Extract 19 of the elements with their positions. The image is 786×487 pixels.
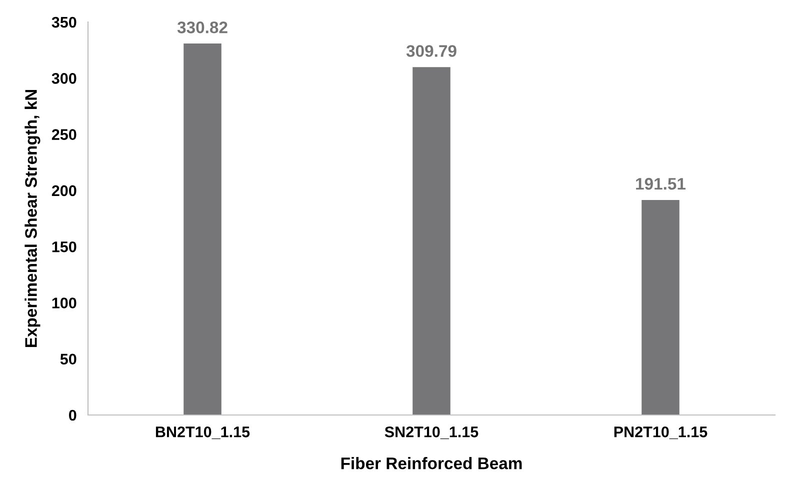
data-label: 191.51 [636,178,686,190]
x-tick-label: PN2T10_1.15 [614,426,708,440]
y-axis-title: Experimental Shear Strength, kN [24,90,40,348]
y-tick-label: 150 [52,241,76,252]
y-tick-label: 100 [52,298,76,308]
bar [412,67,450,415]
y-tick-label: 350 [52,16,76,28]
y-tick-label: 50 [60,354,76,365]
y-tick-label: 200 [52,185,76,196]
x-axis-title: Fiber Reinforced Beam [341,457,522,470]
x-tick-label: SN2T10_1.15 [384,426,478,440]
y-tick-label: 0 [68,410,76,421]
bar [184,44,222,415]
x-tick-label: BN2T10_1.15 [156,426,250,440]
y-tick-label: 250 [52,129,76,140]
y-tick-label: 300 [52,73,76,84]
bar [642,200,680,415]
data-label: 330.82 [177,21,228,34]
data-label: 309.79 [406,45,456,57]
